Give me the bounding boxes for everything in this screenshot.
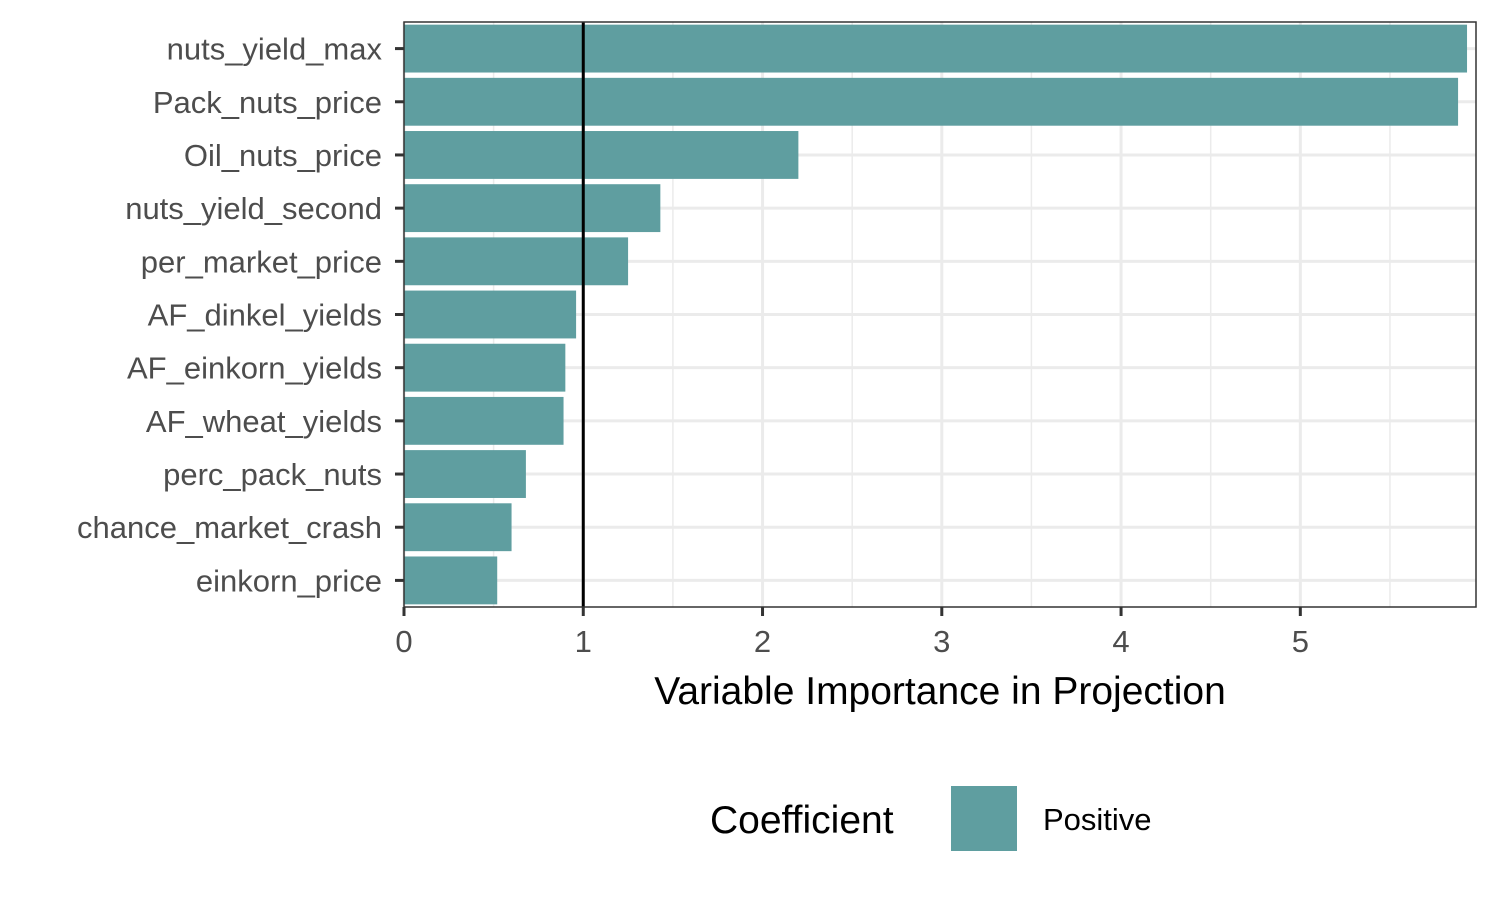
category-label: Oil_nuts_price [184, 138, 382, 173]
category-label: nuts_yield_max [167, 32, 383, 67]
bar-af-einkorn-yields [404, 343, 566, 392]
category-label: per_market_price [141, 244, 382, 279]
category-label: perc_pack_nuts [163, 457, 382, 492]
legend-key-positive [951, 786, 1017, 851]
x-tick-label: 5 [1292, 624, 1309, 659]
bar-chance-market-crash [404, 503, 512, 552]
bar-oil-nuts-price [404, 131, 799, 179]
bar-af-dinkel-yields [404, 290, 577, 339]
x-tick-label: 3 [933, 624, 950, 659]
bar-einkorn-price [404, 556, 498, 605]
category-label: Pack_nuts_price [153, 85, 382, 120]
bar-nuts-yield-max [404, 24, 1468, 73]
bar-per-market-price [404, 237, 629, 286]
y-axis: nuts_yield_max Pack_nuts_price Oil_nuts_pr… [77, 32, 404, 598]
category-label: chance_market_crash [77, 510, 382, 545]
bars [404, 24, 1468, 605]
legend-title: Coefficient [710, 799, 894, 842]
x-tick-label: 0 [395, 624, 412, 659]
legend-label-positive: Positive [1043, 802, 1152, 837]
bar-nuts-yield-second [404, 184, 661, 233]
category-label: AF_einkorn_yields [127, 351, 382, 386]
x-axis-title: Variable Importance in Projection [654, 670, 1226, 713]
category-label: AF_dinkel_yields [148, 298, 382, 333]
category-label: einkorn_price [196, 563, 382, 598]
category-label: AF_wheat_yields [146, 404, 382, 439]
bar-perc-pack-nuts [404, 450, 526, 498]
x-tick-label: 1 [575, 624, 592, 659]
bar-af-wheat-yields [404, 396, 564, 445]
x-tick-label: 2 [754, 624, 771, 659]
category-label: nuts_yield_second [125, 191, 382, 226]
x-tick-label: 4 [1112, 624, 1129, 659]
legend: Coefficient Positive [710, 786, 1152, 851]
bar-pack-nuts-price [404, 77, 1459, 126]
x-axis: 0 1 2 3 4 5 [395, 607, 1309, 659]
